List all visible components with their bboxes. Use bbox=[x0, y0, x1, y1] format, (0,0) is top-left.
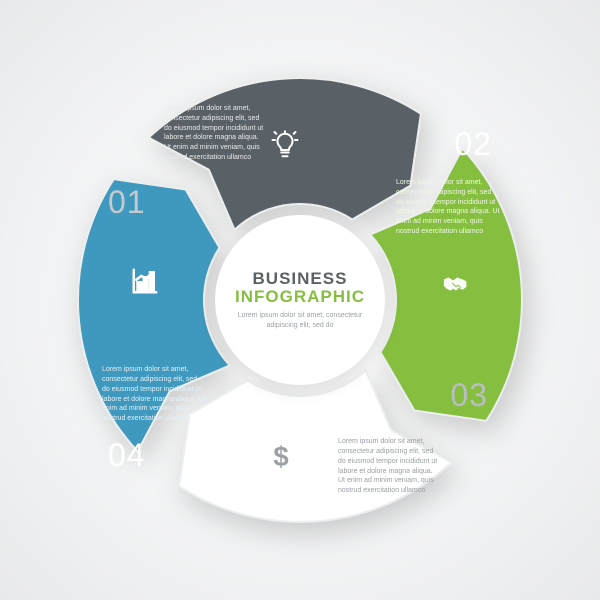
handshake-icon bbox=[442, 270, 472, 300]
lightbulb-icon bbox=[270, 130, 300, 160]
center-subtext: Lorem ipsum dolor sit amet, consectetur … bbox=[235, 311, 365, 330]
center-title-line2: INFOGRAPHIC bbox=[235, 288, 365, 306]
dollar-icon: $ bbox=[266, 442, 296, 472]
segment-03-number: 03 bbox=[450, 377, 488, 414]
center-circle: BUSINESS INFOGRAPHIC Lorem ipsum dolor s… bbox=[215, 215, 385, 385]
center-title-line1: BUSINESS bbox=[235, 270, 365, 288]
infographic-stage: BUSINESS INFOGRAPHIC Lorem ipsum dolor s… bbox=[70, 70, 530, 530]
svg-text:$: $ bbox=[273, 442, 288, 472]
center-title: BUSINESS INFOGRAPHIC bbox=[235, 270, 365, 306]
segment-04-body: Lorem ipsum dolor sit amet, consectetur … bbox=[102, 365, 206, 424]
bar-chart-icon bbox=[130, 266, 160, 296]
segment-01-number: 01 bbox=[108, 184, 146, 221]
segment-03-body: Lorem ipsum dolor sit amet, consectetur … bbox=[338, 437, 440, 496]
segment-02-number: 02 bbox=[454, 126, 492, 163]
segment-01-body: Lorem ipsum dolor sit amet, consectetur … bbox=[164, 104, 264, 163]
segment-04-number: 04 bbox=[108, 437, 146, 474]
segment-02-body: Lorem ipsum dolor sit amet, consectetur … bbox=[396, 178, 500, 237]
